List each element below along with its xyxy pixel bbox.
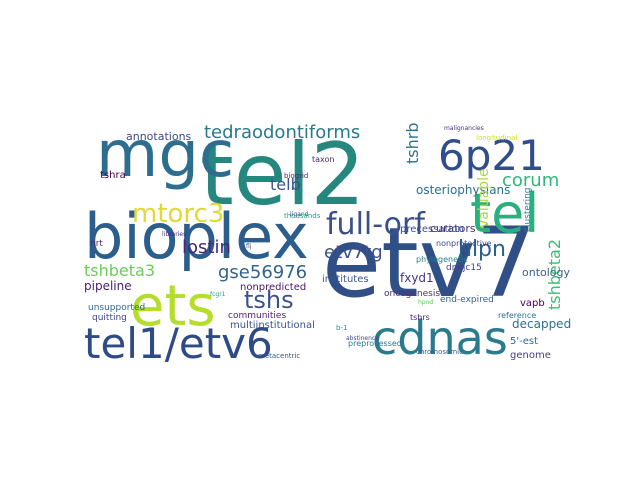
word-phylogenetic: phylogenetic: [416, 255, 468, 264]
word-etv7tg: etv7tg: [324, 242, 383, 263]
word-tel2: tel2: [200, 125, 365, 225]
word-fcgr1: fcgr1: [210, 291, 226, 298]
word-quitting: quitting: [92, 313, 127, 323]
word-flj: flj: [246, 243, 252, 250]
word-taxon: taxon: [312, 155, 335, 164]
word-abstinence: abstinence: [346, 335, 379, 342]
word-ligand: ligand: [290, 211, 309, 218]
word-hlpn: hlpn: [458, 237, 506, 262]
word-biogrid: biogrid: [284, 172, 308, 180]
word-corum: corum: [502, 170, 559, 191]
word-thousands: thousands: [284, 212, 321, 220]
word-reference: reference: [498, 311, 536, 320]
word-tshra: tshra: [100, 170, 126, 181]
word-malignancies: malignancies: [444, 125, 484, 132]
word-tshs: tshs: [244, 286, 294, 314]
word-ets: ets: [130, 274, 216, 339]
word-tshrb: tshrb: [403, 123, 422, 164]
word-genome: genome: [510, 350, 551, 361]
word-clustering: clustering: [523, 187, 533, 232]
word-gse56976: gse56976: [218, 262, 307, 283]
cloud-background: [79, 119, 583, 372]
word-tedraodontiforms: tedraodontiforms: [204, 122, 360, 143]
word-curators: curators: [430, 222, 476, 235]
word-lostin: lostin: [182, 237, 231, 258]
word-tshbeta2: tshbeta2: [545, 239, 564, 310]
word-decapped: decapped: [512, 317, 571, 331]
word-communities: communities: [228, 311, 286, 321]
word-5-est: 5'-est: [510, 336, 538, 347]
word-dnajc15: dnajc15: [446, 263, 482, 273]
word-6p21: 6p21: [438, 131, 545, 180]
word-tel1-etv6: tel1/etv6: [84, 319, 273, 368]
word-nonpredicted: nonpredicted: [240, 282, 306, 293]
word-annotations: annotations: [126, 130, 192, 143]
word-precessation: precessation: [400, 224, 464, 235]
word-preprocessed: preprocessed: [348, 339, 402, 348]
word-nonprotective: nonprotective: [436, 239, 492, 248]
word-ontology: ontology: [522, 266, 571, 279]
word-tshbeta3: tshbeta3: [84, 261, 155, 280]
word-oncogenesis: oncogenesis: [384, 289, 440, 299]
word-chromosomic: chromosomic: [416, 348, 463, 356]
word-pipeline: pipeline: [84, 279, 132, 293]
word-mtorc3: mtorc3: [132, 199, 224, 229]
word-end-expired: end-expired: [440, 295, 494, 305]
word-hpnd: hpnd: [418, 299, 433, 306]
word-telb: telb: [270, 175, 301, 194]
word-valuable: valuable: [476, 168, 492, 228]
word-multiinstitutional: multiinstitutional: [230, 320, 315, 331]
word-nrt: nrt: [90, 239, 103, 249]
word-fxyd1: fxyd1: [400, 271, 434, 285]
word-tel: tel: [470, 182, 539, 245]
word-libraries: libraries: [162, 231, 186, 238]
word-b-1: b-1: [336, 324, 347, 332]
word-full-orf: full-orf: [326, 207, 426, 242]
word-institutes: institutes: [322, 274, 369, 285]
word-mgc: mgc: [96, 118, 234, 192]
word-cdnas: cdnas: [372, 311, 508, 365]
word-bioplex: bioplex: [84, 200, 309, 273]
word-metacentric: metacentric: [258, 352, 300, 360]
word-osteriophysians: osteriophysians: [416, 183, 510, 197]
word-unsupported: unsupported: [88, 303, 145, 313]
word-tshrs: tshrs: [410, 313, 430, 322]
word-longitudinal: longitudinal: [476, 134, 517, 142]
word-etv7: etv7: [322, 207, 537, 319]
word-vapb: vapb: [520, 298, 545, 309]
